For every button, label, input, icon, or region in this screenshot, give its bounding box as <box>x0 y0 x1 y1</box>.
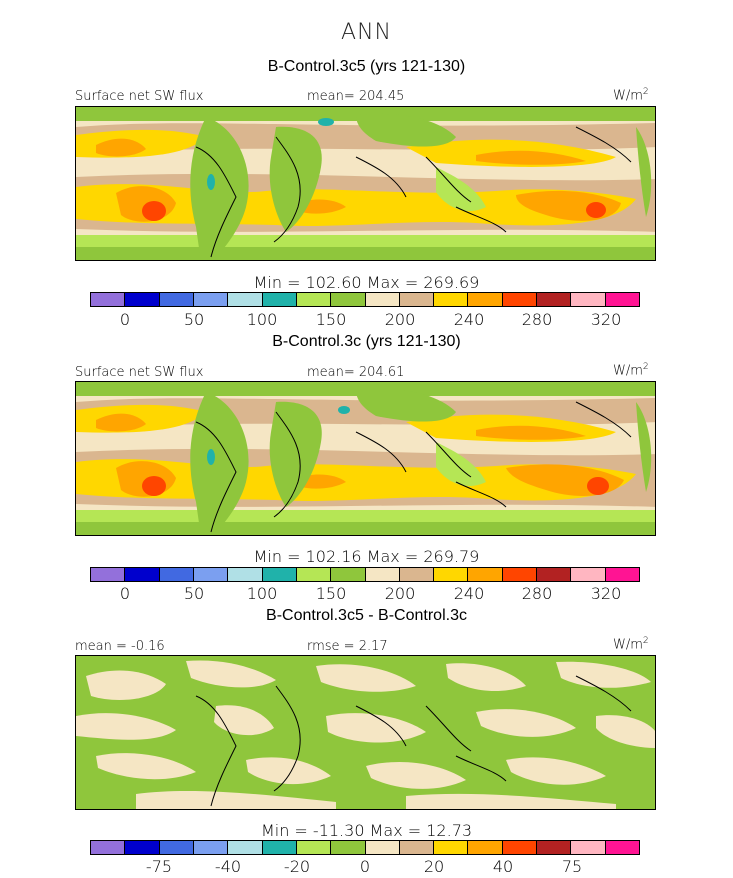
panel1-colorbar-ticks: 0 50 100 150 200 240 280 320 <box>0 310 733 330</box>
panel2-colorbar-ticks: 0 50 100 150 200 240 280 320 <box>0 584 733 604</box>
colorbar-tick: 280 <box>521 584 553 603</box>
colorbar-tick: 320 <box>590 584 622 603</box>
panel2-units: W/m2 <box>613 362 649 379</box>
panel2-map <box>75 381 656 536</box>
panel1-map <box>75 106 656 261</box>
colorbar-swatch <box>468 841 503 854</box>
colorbar-tick: 75 <box>561 857 583 876</box>
season-title: ANN <box>341 20 392 45</box>
panel2-map-svg <box>76 382 655 535</box>
colorbar-swatch <box>571 293 606 306</box>
colorbar-swatch <box>399 293 435 306</box>
colorbar-tick: 0 <box>119 584 131 603</box>
colorbar-swatch <box>228 568 263 581</box>
panel2-colorbar <box>90 567 640 582</box>
colorbar-swatch <box>159 293 194 306</box>
colorbar-swatch <box>159 841 194 854</box>
colorbar-tick: 20 <box>423 857 445 876</box>
colorbar-swatch <box>296 841 332 854</box>
colorbar-swatch <box>571 841 606 854</box>
panel1-units: W/m2 <box>613 87 649 104</box>
colorbar-swatch <box>434 568 469 581</box>
colorbar-tick: 200 <box>384 584 416 603</box>
colorbar-swatch <box>537 841 572 854</box>
colorbar-tick: 240 <box>453 310 485 329</box>
colorbar-swatch <box>193 293 229 306</box>
colorbar-swatch <box>262 293 297 306</box>
colorbar-swatch <box>125 293 160 306</box>
colorbar-swatch <box>434 841 469 854</box>
colorbar-swatch <box>365 841 400 854</box>
panel1-mean-label: mean= 204.45 <box>307 89 405 104</box>
panel2-mean-label: mean= 204.61 <box>307 365 405 380</box>
colorbar-swatch <box>605 293 639 306</box>
colorbar-tick: 200 <box>384 310 416 329</box>
colorbar-swatch <box>125 841 160 854</box>
colorbar-tick: 320 <box>590 310 622 329</box>
colorbar-swatch <box>468 293 503 306</box>
colorbar-swatch <box>502 293 538 306</box>
colorbar-swatch <box>605 841 639 854</box>
colorbar-swatch <box>91 841 126 854</box>
colorbar-tick: 100 <box>246 584 278 603</box>
panel1-title: B-Control.3c5 (yrs 121-130) <box>267 58 466 75</box>
colorbar-swatch <box>502 568 538 581</box>
colorbar-swatch <box>605 568 639 581</box>
panel3-mean-label: mean = -0.16 <box>75 639 165 654</box>
colorbar-swatch <box>537 568 572 581</box>
colorbar-swatch <box>434 293 469 306</box>
colorbar-swatch <box>365 293 400 306</box>
colorbar-tick: 150 <box>315 584 347 603</box>
panel3-rmse-label: rmse = 2.17 <box>307 639 388 654</box>
colorbar-swatch <box>468 568 503 581</box>
panel1-colorbar <box>90 292 640 307</box>
colorbar-swatch <box>399 568 435 581</box>
colorbar-swatch <box>331 841 366 854</box>
colorbar-tick: 150 <box>315 310 347 329</box>
colorbar-swatch <box>571 568 606 581</box>
colorbar-tick: -20 <box>283 857 311 876</box>
colorbar-swatch <box>193 841 229 854</box>
colorbar-swatch <box>331 293 366 306</box>
colorbar-tick: 50 <box>183 310 205 329</box>
colorbar-tick: 100 <box>246 310 278 329</box>
panel3-map <box>75 655 656 810</box>
colorbar-swatch <box>502 841 538 854</box>
colorbar-swatch <box>228 841 263 854</box>
colorbar-tick: 240 <box>453 584 485 603</box>
panel3-map-svg <box>76 656 655 809</box>
colorbar-swatch <box>399 841 435 854</box>
panel3-colorbar <box>90 840 640 855</box>
colorbar-tick: -40 <box>214 857 242 876</box>
colorbar-tick: 40 <box>492 857 514 876</box>
panel3-minmax: Min = -11.30 Max = 12.73 <box>260 821 473 840</box>
panel1-field-label: Surface net SW flux <box>75 89 204 104</box>
colorbar-swatch <box>262 841 297 854</box>
colorbar-swatch <box>159 568 194 581</box>
panel3-colorbar-ticks: -75 -40 -20 0 20 40 75 <box>0 857 733 877</box>
colorbar-swatch <box>365 568 400 581</box>
colorbar-swatch <box>296 568 332 581</box>
panel1-map-svg <box>76 107 655 260</box>
colorbar-swatch <box>91 568 126 581</box>
panel3-title: B-Control.3c5 - B-Control.3c <box>266 607 467 624</box>
colorbar-tick: 50 <box>183 584 205 603</box>
colorbar-swatch <box>228 293 263 306</box>
colorbar-tick: 0 <box>119 310 131 329</box>
colorbar-swatch <box>125 568 160 581</box>
colorbar-tick: 0 <box>359 857 371 876</box>
colorbar-swatch <box>296 293 332 306</box>
panel3-units: W/m2 <box>613 636 649 653</box>
panel2-minmax: Min = 102.16 Max = 269.79 <box>253 547 480 566</box>
colorbar-tick: -75 <box>145 857 173 876</box>
colorbar-swatch <box>193 568 229 581</box>
colorbar-swatch <box>262 568 297 581</box>
colorbar-tick: 280 <box>521 310 553 329</box>
panel2-title: B-Control.3c (yrs 121-130) <box>272 333 461 350</box>
colorbar-swatch <box>91 293 126 306</box>
colorbar-swatch <box>331 568 366 581</box>
panel1-minmax: Min = 102.60 Max = 269.69 <box>253 273 480 292</box>
colorbar-swatch <box>537 293 572 306</box>
panel2-field-label: Surface net SW flux <box>75 365 204 380</box>
